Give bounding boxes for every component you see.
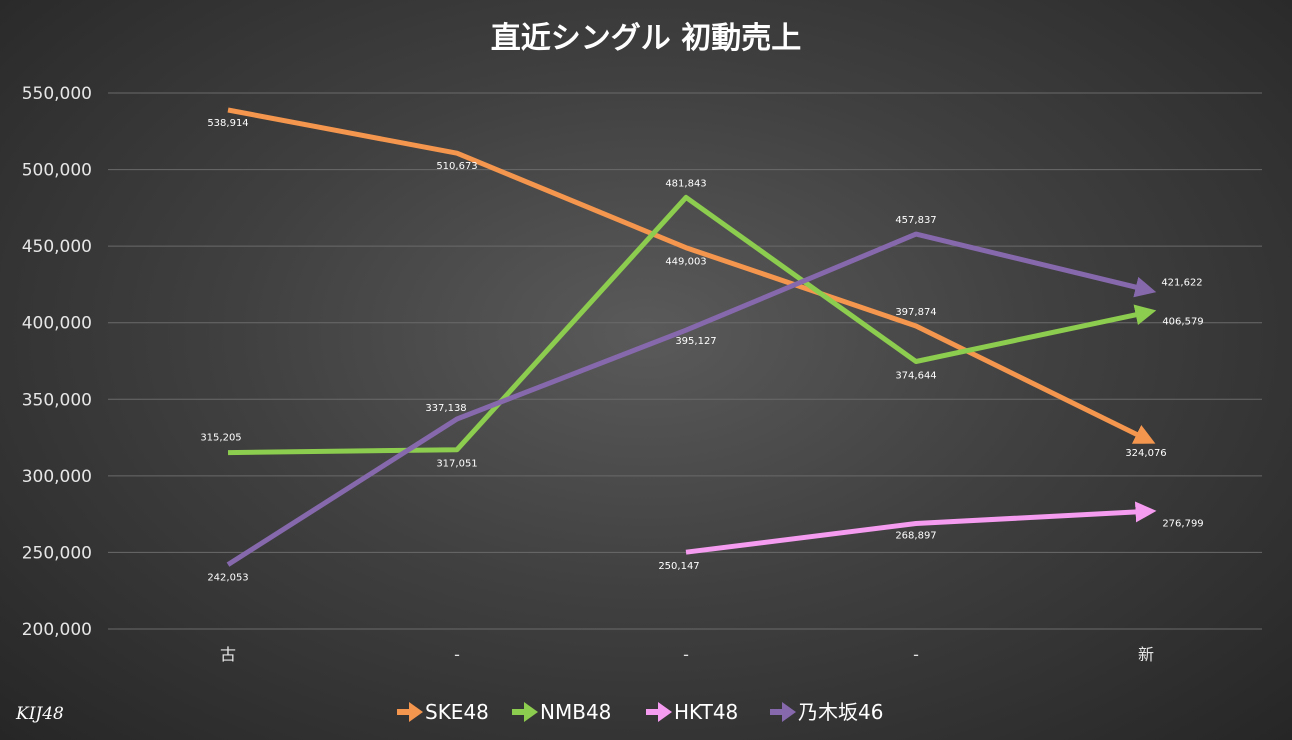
data-label: 317,051 <box>436 459 477 470</box>
data-labels: 538,914 510,673 449,003 397,874 324,076 315,2… <box>200 118 1203 584</box>
chart-title: 直近シングル 初動売上 <box>491 21 801 56</box>
data-label: 337,138 <box>425 403 466 414</box>
data-label: 481,843 <box>665 178 706 189</box>
legend-arrow-icon <box>658 702 672 722</box>
series-line-SKE48 <box>227 107 1156 444</box>
legend: SKE48 NMB48 HKT48 乃木坂46 <box>397 700 883 724</box>
y-tick-label: 350,000 <box>22 390 92 410</box>
x-tick-label: 古 <box>220 645 236 664</box>
y-tick-label: 500,000 <box>22 161 92 181</box>
data-label: 449,003 <box>665 257 706 268</box>
gridlines <box>108 92 1262 630</box>
watermark: KIJ48 <box>15 704 64 724</box>
legend-label-SKE48: SKE48 <box>425 700 489 724</box>
data-label: 397,874 <box>895 307 936 318</box>
data-label: 538,914 <box>207 118 248 129</box>
series-line-HKT48 <box>685 501 1157 555</box>
legend-label-乃木坂46: 乃木坂46 <box>798 700 883 724</box>
data-label: 276,799 <box>1162 518 1203 529</box>
data-label: 406,579 <box>1162 317 1203 328</box>
data-label: 268,897 <box>895 530 936 541</box>
y-axis-ticks: 200,000 250,000 300,000 350,000 400,000 450,0… <box>22 84 92 640</box>
data-label: 510,673 <box>436 161 477 172</box>
data-label: 324,076 <box>1125 448 1166 459</box>
x-tick-label: - <box>913 645 919 664</box>
legend-label-NMB48: NMB48 <box>540 700 611 724</box>
y-tick-label: 300,000 <box>22 467 92 487</box>
series-line-NMB48 <box>227 194 1157 456</box>
x-axis-ticks: 古---新 <box>220 645 1154 664</box>
legend-arrow-icon <box>782 702 796 722</box>
data-label: 315,205 <box>200 433 241 444</box>
data-label: 250,147 <box>658 561 699 572</box>
series-line-乃木坂46 <box>226 231 1157 567</box>
y-tick-label: 200,000 <box>22 620 92 640</box>
y-tick-label: 450,000 <box>22 237 92 257</box>
y-tick-label: 550,000 <box>22 84 92 104</box>
series-lines <box>226 107 1157 567</box>
legend-arrow-icon <box>409 702 423 722</box>
legend-label-HKT48: HKT48 <box>674 700 738 724</box>
x-tick-label: - <box>454 645 460 664</box>
x-tick-label: - <box>683 645 689 664</box>
data-label: 457,837 <box>895 215 936 226</box>
y-tick-label: 400,000 <box>22 314 92 334</box>
y-tick-label: 250,000 <box>22 543 92 563</box>
legend-arrow-icon <box>524 702 538 722</box>
x-tick-label: 新 <box>1138 645 1154 664</box>
data-label: 242,053 <box>207 573 248 584</box>
data-label: 421,622 <box>1161 278 1202 289</box>
data-label: 374,644 <box>895 371 936 382</box>
data-label: 395,127 <box>675 336 716 347</box>
